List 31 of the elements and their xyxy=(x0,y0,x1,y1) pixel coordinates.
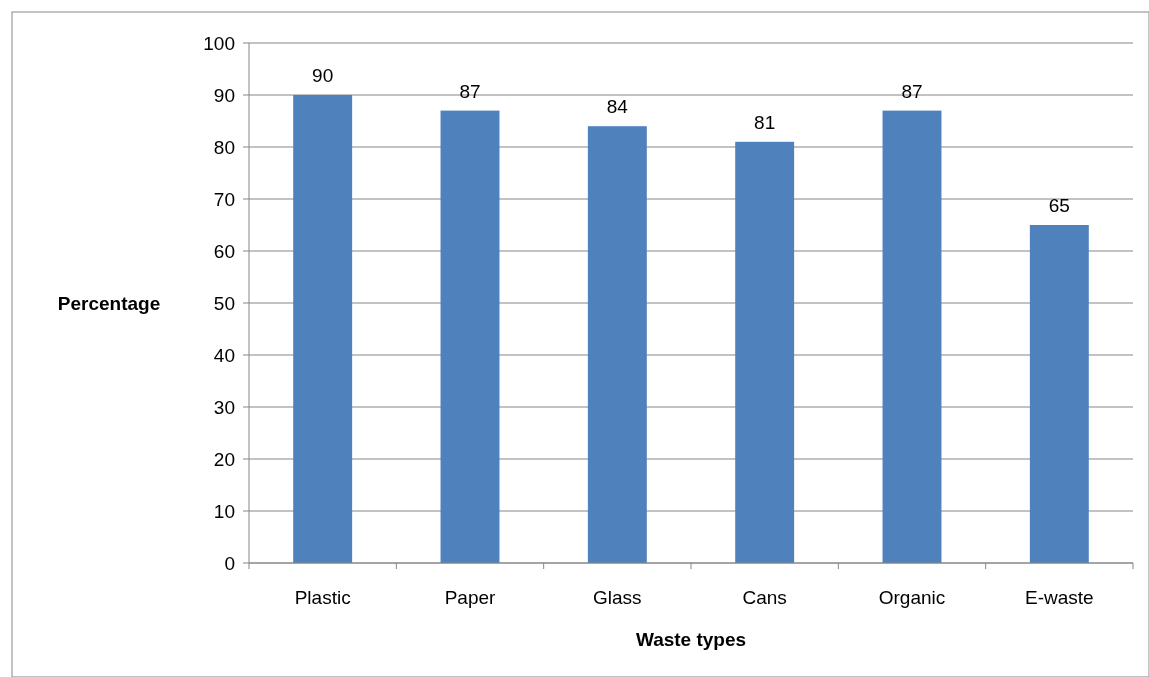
y-tick-label: 30 xyxy=(213,396,235,418)
bar xyxy=(735,141,795,563)
bar xyxy=(440,110,500,563)
y-tick-label: 0 xyxy=(224,552,235,574)
x-tick-label: E-waste xyxy=(1025,587,1094,608)
data-label: 90 xyxy=(312,65,334,86)
y-tick-label: 10 xyxy=(213,500,235,522)
y-tick-label: 60 xyxy=(213,240,235,262)
bar xyxy=(293,95,353,563)
data-label: 81 xyxy=(754,111,776,133)
y-tick-label: 90 xyxy=(213,84,235,106)
data-label: 87 xyxy=(901,80,923,102)
bar xyxy=(587,126,647,563)
x-tick-label: Glass xyxy=(593,587,642,608)
data-label: 87 xyxy=(459,80,481,102)
y-tick-label: 70 xyxy=(213,188,235,210)
data-label: 65 xyxy=(1048,195,1070,216)
bar xyxy=(1029,225,1089,563)
y-axis-title: Percentage xyxy=(57,292,161,314)
y-tick-label: 50 xyxy=(213,292,235,314)
x-tick-label: Plastic xyxy=(294,587,351,608)
data-label: 84 xyxy=(606,96,629,118)
x-tick-label: Organic xyxy=(878,587,946,608)
y-tick-label: 40 xyxy=(213,344,235,366)
y-tick-label: 80 xyxy=(213,136,235,158)
bar xyxy=(882,110,942,563)
x-axis-title: Waste types xyxy=(635,629,747,650)
y-tick-label: 100 xyxy=(203,32,235,54)
y-tick-label: 20 xyxy=(213,448,235,470)
x-tick-label: Paper xyxy=(444,587,497,608)
x-tick-label: Cans xyxy=(742,587,787,608)
